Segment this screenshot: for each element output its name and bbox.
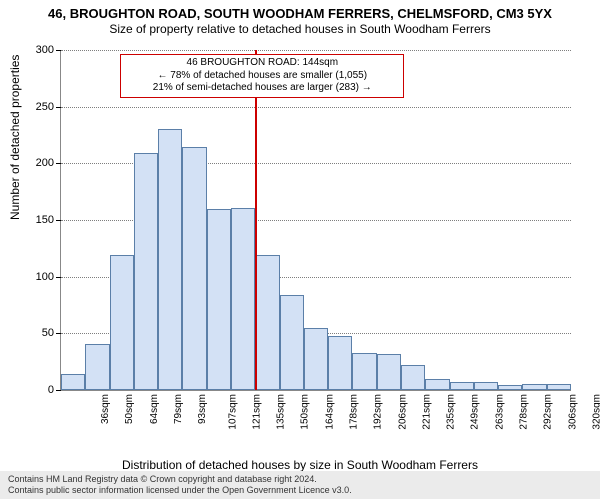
xtick-label: 36sqm xyxy=(100,394,111,424)
xtick-label: 249sqm xyxy=(470,394,481,430)
histogram-bar xyxy=(61,374,85,390)
histogram-bar xyxy=(110,255,134,390)
ytick-mark xyxy=(56,220,61,221)
ytick-label: 300 xyxy=(14,44,54,56)
histogram-bar xyxy=(182,147,206,390)
histogram-bar xyxy=(134,153,158,390)
y-axis-title: Number of detached properties xyxy=(8,55,22,220)
footer-line-2: Contains public sector information licen… xyxy=(8,485,592,496)
x-axis-title: Distribution of detached houses by size … xyxy=(0,458,600,472)
xtick-label: 278sqm xyxy=(519,394,530,430)
histogram-bar xyxy=(401,365,425,390)
title-block: 46, BROUGHTON ROAD, SOUTH WOODHAM FERRER… xyxy=(0,0,600,36)
xtick-label: 320sqm xyxy=(591,394,600,430)
ytick-label: 0 xyxy=(14,384,54,396)
marker-line xyxy=(255,50,257,390)
annotation-line: 46 BROUGHTON ROAD: 144sqm xyxy=(127,57,397,70)
histogram-bar xyxy=(547,384,571,390)
histogram-bar xyxy=(304,328,328,390)
ytick-mark xyxy=(56,277,61,278)
xtick-label: 263sqm xyxy=(494,394,505,430)
footer-line-1: Contains HM Land Registry data © Crown c… xyxy=(8,474,592,485)
histogram-bar xyxy=(450,382,474,390)
ytick-mark xyxy=(56,50,61,51)
ytick-mark xyxy=(56,333,61,334)
title-sub: Size of property relative to detached ho… xyxy=(0,22,600,36)
ytick-label: 250 xyxy=(14,101,54,113)
annotation-line: 21% of semi-detached houses are larger (… xyxy=(127,82,397,95)
xtick-label: 64sqm xyxy=(149,394,160,424)
xtick-label: 178sqm xyxy=(349,394,360,430)
xtick-label: 235sqm xyxy=(446,394,457,430)
xtick-label: 206sqm xyxy=(397,394,408,430)
title-main: 46, BROUGHTON ROAD, SOUTH WOODHAM FERRER… xyxy=(0,6,600,21)
histogram-bar xyxy=(522,384,546,390)
xtick-label: 292sqm xyxy=(543,394,554,430)
xtick-label: 221sqm xyxy=(421,394,432,430)
histogram-bar xyxy=(158,129,182,390)
xtick-label: 93sqm xyxy=(197,394,208,424)
xtick-label: 192sqm xyxy=(373,394,384,430)
histogram-bar xyxy=(498,385,522,390)
chart-area: 36sqm50sqm64sqm79sqm93sqm107sqm121sqm135… xyxy=(60,50,570,390)
xtick-label: 79sqm xyxy=(173,394,184,424)
footer: Contains HM Land Registry data © Crown c… xyxy=(0,471,600,499)
histogram-bar xyxy=(231,208,255,390)
histogram-bar xyxy=(207,209,231,390)
plot-region: 36sqm50sqm64sqm79sqm93sqm107sqm121sqm135… xyxy=(60,50,571,391)
histogram-bar xyxy=(377,354,401,390)
histogram-bar xyxy=(425,379,449,390)
histogram-bar xyxy=(352,353,376,390)
xtick-label: 121sqm xyxy=(251,394,262,430)
ytick-label: 50 xyxy=(14,327,54,339)
histogram-bar xyxy=(280,295,304,390)
gridline xyxy=(61,107,571,108)
ytick-mark xyxy=(56,107,61,108)
xtick-label: 150sqm xyxy=(300,394,311,430)
xtick-label: 164sqm xyxy=(324,394,335,430)
annotation-box: 46 BROUGHTON ROAD: 144sqm← 78% of detach… xyxy=(120,54,404,98)
gridline xyxy=(61,50,571,51)
ytick-label: 100 xyxy=(14,271,54,283)
xtick-label: 306sqm xyxy=(567,394,578,430)
histogram-bar xyxy=(328,336,352,390)
histogram-bar xyxy=(85,344,109,390)
xtick-label: 50sqm xyxy=(124,394,135,424)
ytick-mark xyxy=(56,390,61,391)
ytick-mark xyxy=(56,163,61,164)
ytick-label: 150 xyxy=(14,214,54,226)
xtick-label: 135sqm xyxy=(276,394,287,430)
histogram-bar xyxy=(255,255,279,390)
histogram-bar xyxy=(474,382,498,390)
xtick-label: 107sqm xyxy=(227,394,238,430)
annotation-line: ← 78% of detached houses are smaller (1,… xyxy=(127,70,397,83)
ytick-label: 200 xyxy=(14,157,54,169)
